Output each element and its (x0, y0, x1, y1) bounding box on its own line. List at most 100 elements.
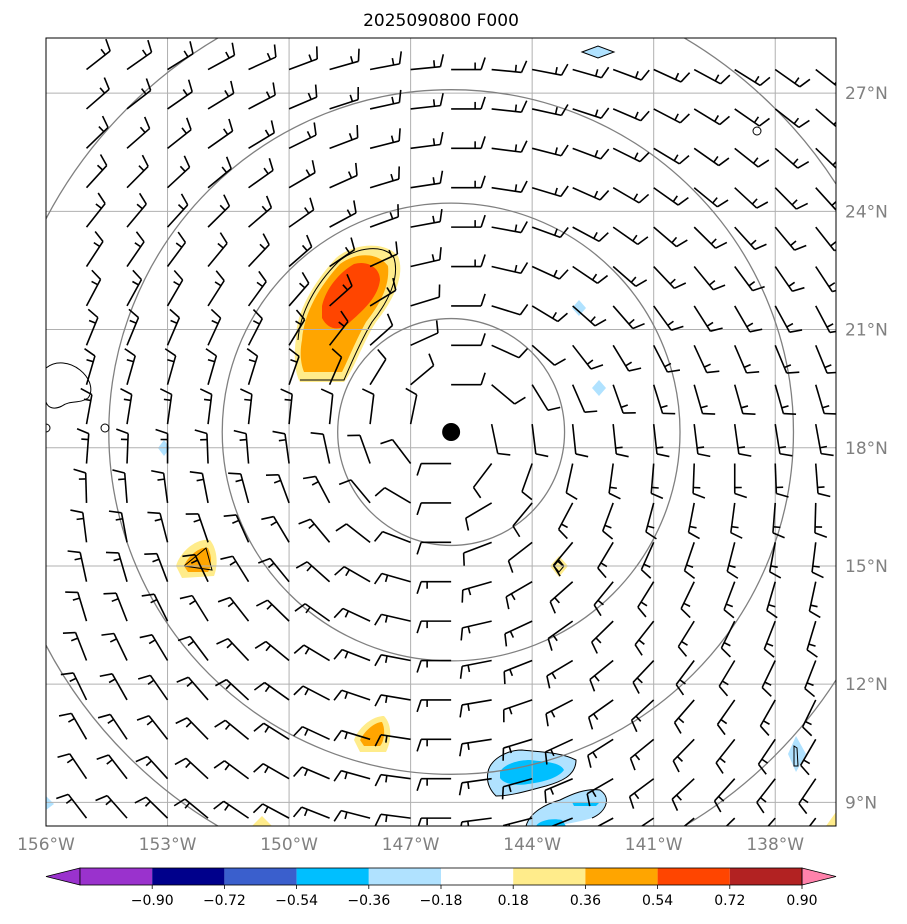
colorbar-segment-1 (152, 868, 225, 885)
wind-barb (85, 77, 110, 110)
wind-barb (416, 541, 452, 555)
wind-barb (272, 430, 290, 464)
wind-barb (215, 678, 250, 701)
colorbar-label-3: −0.36 (347, 893, 390, 909)
wind-barb (67, 550, 88, 582)
wind-barb (166, 193, 189, 228)
wind-barb (587, 699, 614, 730)
wind-barb (811, 542, 824, 579)
wind-barb (683, 817, 695, 826)
wind-barb (612, 424, 629, 458)
gridlines (46, 38, 836, 826)
lat-label-6: 27°N (845, 84, 888, 104)
wind-barb (194, 429, 209, 464)
range-ring-0 (337, 317, 566, 547)
wind-barb (531, 226, 569, 239)
wind-barb (716, 699, 736, 736)
colorbar-label-6: 0.36 (570, 893, 601, 909)
wind-barb (531, 344, 566, 366)
wind-barb (491, 180, 528, 194)
wind-barb (612, 108, 650, 122)
wind-barb (247, 309, 264, 346)
wind-barb (126, 78, 152, 110)
wind-barb (85, 269, 102, 307)
wind-barb (645, 502, 657, 540)
latitude-labels: 9°N 12°N 15°N 18°N 21°N 24°N 27°N (845, 84, 888, 813)
wind-barb (544, 777, 573, 804)
wind-barb (164, 348, 177, 385)
wind-barb (734, 305, 763, 333)
wind-barb (462, 541, 492, 566)
wind-barb (105, 551, 128, 582)
wind-barb (815, 108, 836, 128)
small-positive-features (252, 556, 836, 826)
wind-barb (687, 502, 700, 540)
wind-barb (612, 384, 636, 414)
wind-barb (814, 463, 831, 498)
wind-barb (248, 158, 274, 189)
wind-barb (166, 231, 187, 267)
colorbar-label-5: 0.18 (498, 893, 529, 909)
wind-barb (134, 796, 169, 819)
wind-barb (329, 125, 359, 150)
wind-barb (502, 817, 533, 826)
wind-barb (333, 729, 371, 742)
wind-barb (247, 233, 270, 268)
wind-barb (571, 424, 589, 458)
wind-barb (653, 147, 690, 165)
wind-barb (288, 160, 316, 189)
wind-barb (416, 580, 452, 594)
wind-barb (734, 147, 770, 168)
wind-barb (531, 265, 569, 280)
wind-barb (328, 310, 349, 346)
wind-barb (507, 541, 533, 573)
wind-barb (734, 187, 769, 209)
colorbar-label-4: −0.18 (420, 893, 463, 909)
wind-barb (767, 817, 776, 826)
wind-barb (182, 553, 209, 583)
wind-barb (240, 388, 253, 425)
wind-barb (491, 60, 528, 74)
wind-barb (288, 84, 318, 110)
wind-barb (532, 63, 569, 76)
wind-barb (597, 541, 614, 579)
lat-label-1: 12°N (845, 675, 888, 695)
wind-barb (265, 473, 290, 504)
wind-barb (693, 344, 720, 374)
wind-barb (135, 755, 169, 780)
wind-barb (369, 277, 397, 307)
wind-barb (373, 572, 411, 585)
wind-barb (141, 593, 169, 622)
wind-barb (549, 581, 574, 614)
wind-barb (167, 41, 194, 71)
range-ring-2 (108, 89, 795, 775)
wind-barb (417, 817, 452, 826)
wind-barb (502, 699, 533, 723)
wind-barb (774, 463, 789, 498)
wind-barb (640, 541, 655, 579)
wind-barb (416, 659, 452, 673)
wind-barb (544, 738, 574, 765)
wind-barb (292, 806, 330, 819)
wind-barb (451, 254, 486, 268)
wind-barb (347, 434, 371, 464)
wind-barb (693, 266, 726, 291)
wind-barb (612, 68, 650, 81)
wind-barb (310, 432, 331, 464)
wind-barb (120, 387, 133, 425)
wind-barb (572, 344, 604, 370)
wind-barb (650, 463, 664, 500)
wind-barb (329, 48, 360, 71)
wind-barb (726, 542, 739, 579)
wind-barb (86, 38, 111, 71)
wind-barb (112, 469, 128, 503)
wind-barb (302, 475, 331, 504)
wind-barb (547, 620, 574, 651)
wind-barb (248, 120, 276, 150)
wind-barb (590, 620, 614, 654)
wind-barb (76, 427, 90, 464)
wind-barb (587, 738, 614, 768)
wind-barb (155, 428, 169, 464)
wind-barb (254, 640, 290, 662)
